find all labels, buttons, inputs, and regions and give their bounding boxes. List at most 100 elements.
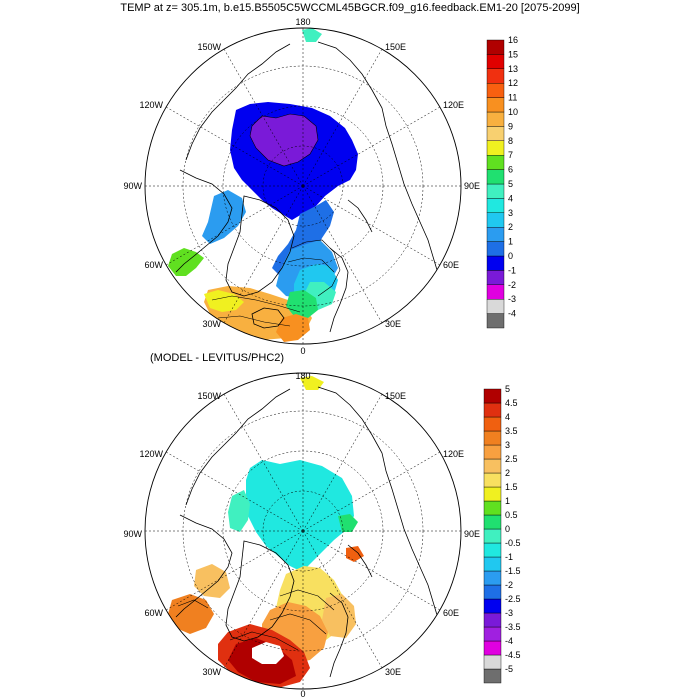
diff-field-bering — [300, 376, 324, 390]
model-map-border — [144, 27, 462, 345]
colorbar-label: 9 — [508, 121, 513, 131]
colorbar-swatch — [486, 255, 505, 271]
model-field-atlantic-8C — [204, 290, 244, 312]
colorbar-label: -2 — [508, 280, 516, 290]
contour-bot-4 — [177, 599, 209, 609]
lon-label-bot-90w: 90W — [123, 529, 142, 539]
colorbar-label: 4.5 — [505, 398, 518, 408]
colorbar-swatch — [483, 612, 502, 628]
diff-field-neg0p5 — [246, 460, 354, 572]
lon-label-top-180: 180 — [295, 17, 310, 27]
colorbar-swatch — [486, 212, 505, 228]
diff-field-iceland — [252, 642, 284, 664]
coast-canada-arch — [175, 169, 233, 273]
lon-label-bot-30e: 30E — [385, 667, 401, 677]
coast-b-siberia — [317, 386, 445, 646]
colorbar-label: 0 — [508, 251, 513, 261]
coast-siberia — [317, 41, 445, 301]
coast-iceland — [251, 307, 285, 329]
lon-label-top-90w: 90W — [123, 181, 142, 191]
plot-title: TEMP at z= 305.1m, b.e15.B5505C5WCCML45B… — [120, 2, 580, 14]
colorbar-swatch — [483, 570, 502, 586]
colorbar-label: -3 — [505, 608, 513, 618]
lon-label-bot-150e: 150E — [385, 391, 406, 401]
lon-label-bot-0: 0 — [300, 689, 305, 699]
model-field-neg1C — [250, 114, 318, 166]
colorbar-label: -4 — [505, 636, 513, 646]
contour-bot-3 — [229, 631, 299, 651]
lon-label-top-150e: 150E — [385, 42, 406, 52]
colorbar-label: 0 — [505, 524, 510, 534]
colorbar-swatch — [483, 598, 502, 614]
colorbar-swatch — [483, 402, 502, 418]
colorbar-label: 11 — [508, 93, 517, 103]
model-field-labrador — [202, 190, 246, 244]
lon-label-top-150w: 150W — [197, 42, 221, 52]
colorbar-swatch — [486, 226, 505, 242]
colorbar-swatch — [483, 514, 502, 530]
difference-subtitle: (MODEL - LEVITUS/PHC2) — [150, 352, 285, 364]
coast-b-scandinavia — [329, 592, 349, 678]
colorbar-swatch — [483, 640, 502, 656]
coast-novaya — [347, 199, 373, 233]
colorbar-label: 2 — [505, 468, 510, 478]
colorbar-swatch — [486, 54, 505, 70]
colorbar-swatch — [483, 584, 502, 600]
lon-label-top-60w: 60W — [144, 260, 163, 270]
colorbar-swatch — [483, 556, 502, 572]
colorbar-label: 6 — [508, 165, 513, 175]
model-field-bering — [302, 28, 322, 42]
lon-label-top-30w: 30W — [202, 319, 221, 329]
colorbar-label: -2.5 — [505, 594, 521, 604]
lon-label-bot-180: 180 — [295, 371, 310, 381]
colorbar-swatch — [486, 241, 505, 257]
colorbar-label: 2 — [508, 222, 513, 232]
diff-field-sib — [338, 514, 358, 532]
colorbar-swatch — [486, 140, 505, 156]
colorbar-swatch — [483, 626, 502, 642]
colorbar-swatch — [483, 668, 502, 684]
lon-label-bot-120w: 120W — [139, 449, 163, 459]
colorbar-swatch — [483, 444, 502, 460]
colorbar-label: 1 — [505, 496, 510, 506]
diff-field-labrador — [168, 594, 214, 634]
colorbar-label: -1 — [508, 265, 516, 275]
lon-label-bot-120e: 120E — [443, 449, 464, 459]
contour-bot-1 — [279, 589, 335, 611]
colorbar-label: 4 — [508, 193, 513, 203]
lon-label-top-0: 0 — [300, 346, 305, 356]
colorbar-label: 1 — [508, 237, 513, 247]
difference-map-border — [144, 372, 462, 690]
colorbar-swatch — [483, 430, 502, 446]
lon-label-bot-150w: 150W — [197, 391, 221, 401]
colorbar-label: -1.5 — [505, 566, 521, 576]
colorbar-swatch — [483, 486, 502, 502]
colorbar-swatch — [486, 39, 505, 55]
diff-field-kara — [346, 546, 364, 562]
colorbar-label: -1 — [505, 552, 513, 562]
colorbar-label: 3 — [505, 440, 510, 450]
colorbar-label: 3.5 — [505, 426, 518, 436]
contour-top-5 — [217, 315, 291, 327]
colorbar-label: 0.5 — [505, 510, 518, 520]
colorbar-label: -3.5 — [505, 622, 521, 632]
colorbar-label: 12 — [508, 78, 518, 88]
lon-label-bot-60w: 60W — [144, 608, 163, 618]
colorbar-swatch — [483, 500, 502, 516]
colorbar-label: -0.5 — [505, 538, 521, 548]
colorbar-swatch — [486, 313, 505, 329]
contour-top-1 — [249, 113, 319, 167]
coast-b-novaya — [347, 544, 373, 578]
lon-label-bot-30w: 30W — [202, 667, 221, 677]
contour-top-3 — [287, 257, 335, 273]
diff-field-labrador2 — [194, 564, 230, 598]
colorbar-swatch — [486, 111, 505, 127]
diff-field-nordic — [322, 594, 356, 638]
colorbar-label: -5 — [505, 664, 513, 674]
colorbar-label: -4.5 — [505, 650, 521, 660]
model-field-atlantic-6C — [286, 290, 318, 318]
contour-top-2 — [291, 239, 341, 297]
colorbar-label: 4 — [505, 412, 510, 422]
lon-label-top-60e: 60E — [443, 260, 459, 270]
